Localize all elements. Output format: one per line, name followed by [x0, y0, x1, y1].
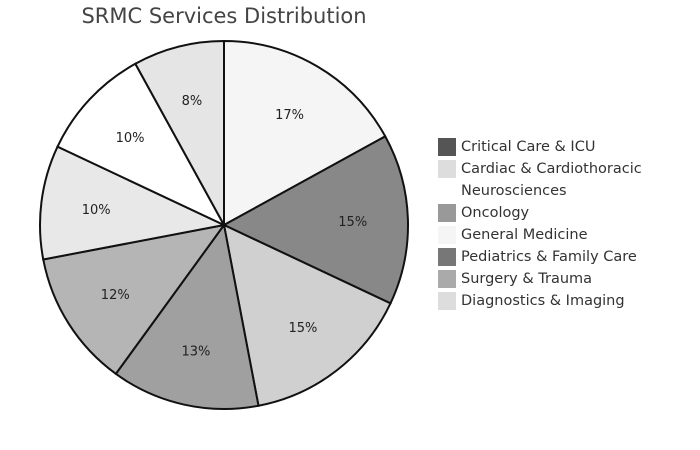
legend-swatch — [438, 226, 456, 244]
legend-label: Critical Care & ICU — [461, 139, 596, 155]
legend-swatch — [438, 138, 456, 156]
legend-label: Pediatrics & Family Care — [461, 249, 637, 265]
slice-label: 13% — [181, 345, 210, 360]
pie-slice-2[interactable] — [221, 134, 409, 305]
slice-label: 15% — [338, 215, 367, 230]
pie-slice-7[interactable] — [56, 62, 227, 228]
slice-label: 10% — [116, 131, 145, 146]
legend-label: General Medicine — [461, 227, 588, 243]
pie-slice-5[interactable] — [42, 223, 227, 376]
pie-slice-3[interactable] — [222, 223, 392, 407]
legend-label: Diagnostics & Imaging — [461, 293, 625, 309]
legend-swatch — [438, 182, 456, 200]
legend-item[interactable]: Oncology — [438, 202, 642, 224]
legend-swatch — [438, 204, 456, 222]
legend-item[interactable]: Critical Care & ICU — [438, 136, 642, 158]
legend-label: Neurosciences — [461, 183, 567, 199]
legend-swatch — [438, 270, 456, 288]
pie-slice-8[interactable] — [133, 39, 225, 226]
legend-label: Surgery & Trauma — [461, 271, 593, 287]
legend-label: Cardiac & Cardiothoracic — [461, 161, 642, 177]
legend-item[interactable]: Pediatrics & Family Care — [438, 246, 642, 268]
slice-label: 10% — [82, 203, 111, 218]
legend-item[interactable]: Diagnostics & Imaging — [438, 290, 642, 312]
pie-slice-1[interactable] — [223, 39, 387, 227]
legend-item[interactable]: Surgery & Trauma — [438, 268, 642, 290]
legend-label: Oncology — [461, 205, 530, 221]
pie-slice-4[interactable] — [114, 222, 260, 410]
legend-item[interactable]: General Medicine — [438, 224, 642, 246]
pie-slice-6[interactable] — [39, 145, 228, 261]
legend-swatch — [438, 160, 456, 178]
slice-label: 17% — [275, 108, 304, 123]
slice-label: 12% — [101, 288, 130, 303]
slice-label: 8% — [182, 94, 203, 109]
legend-swatch — [438, 248, 456, 266]
legend: Critical Care & ICU Cardiac & Cardiothora… — [438, 136, 642, 312]
legend-item[interactable]: Neurosciences — [438, 180, 642, 202]
chart-title: SRMC Services Distribution — [81, 4, 367, 28]
slice-label: 15% — [288, 321, 317, 336]
legend-swatch — [438, 292, 456, 310]
legend-item[interactable]: Cardiac & Cardiothoracic — [438, 158, 642, 180]
